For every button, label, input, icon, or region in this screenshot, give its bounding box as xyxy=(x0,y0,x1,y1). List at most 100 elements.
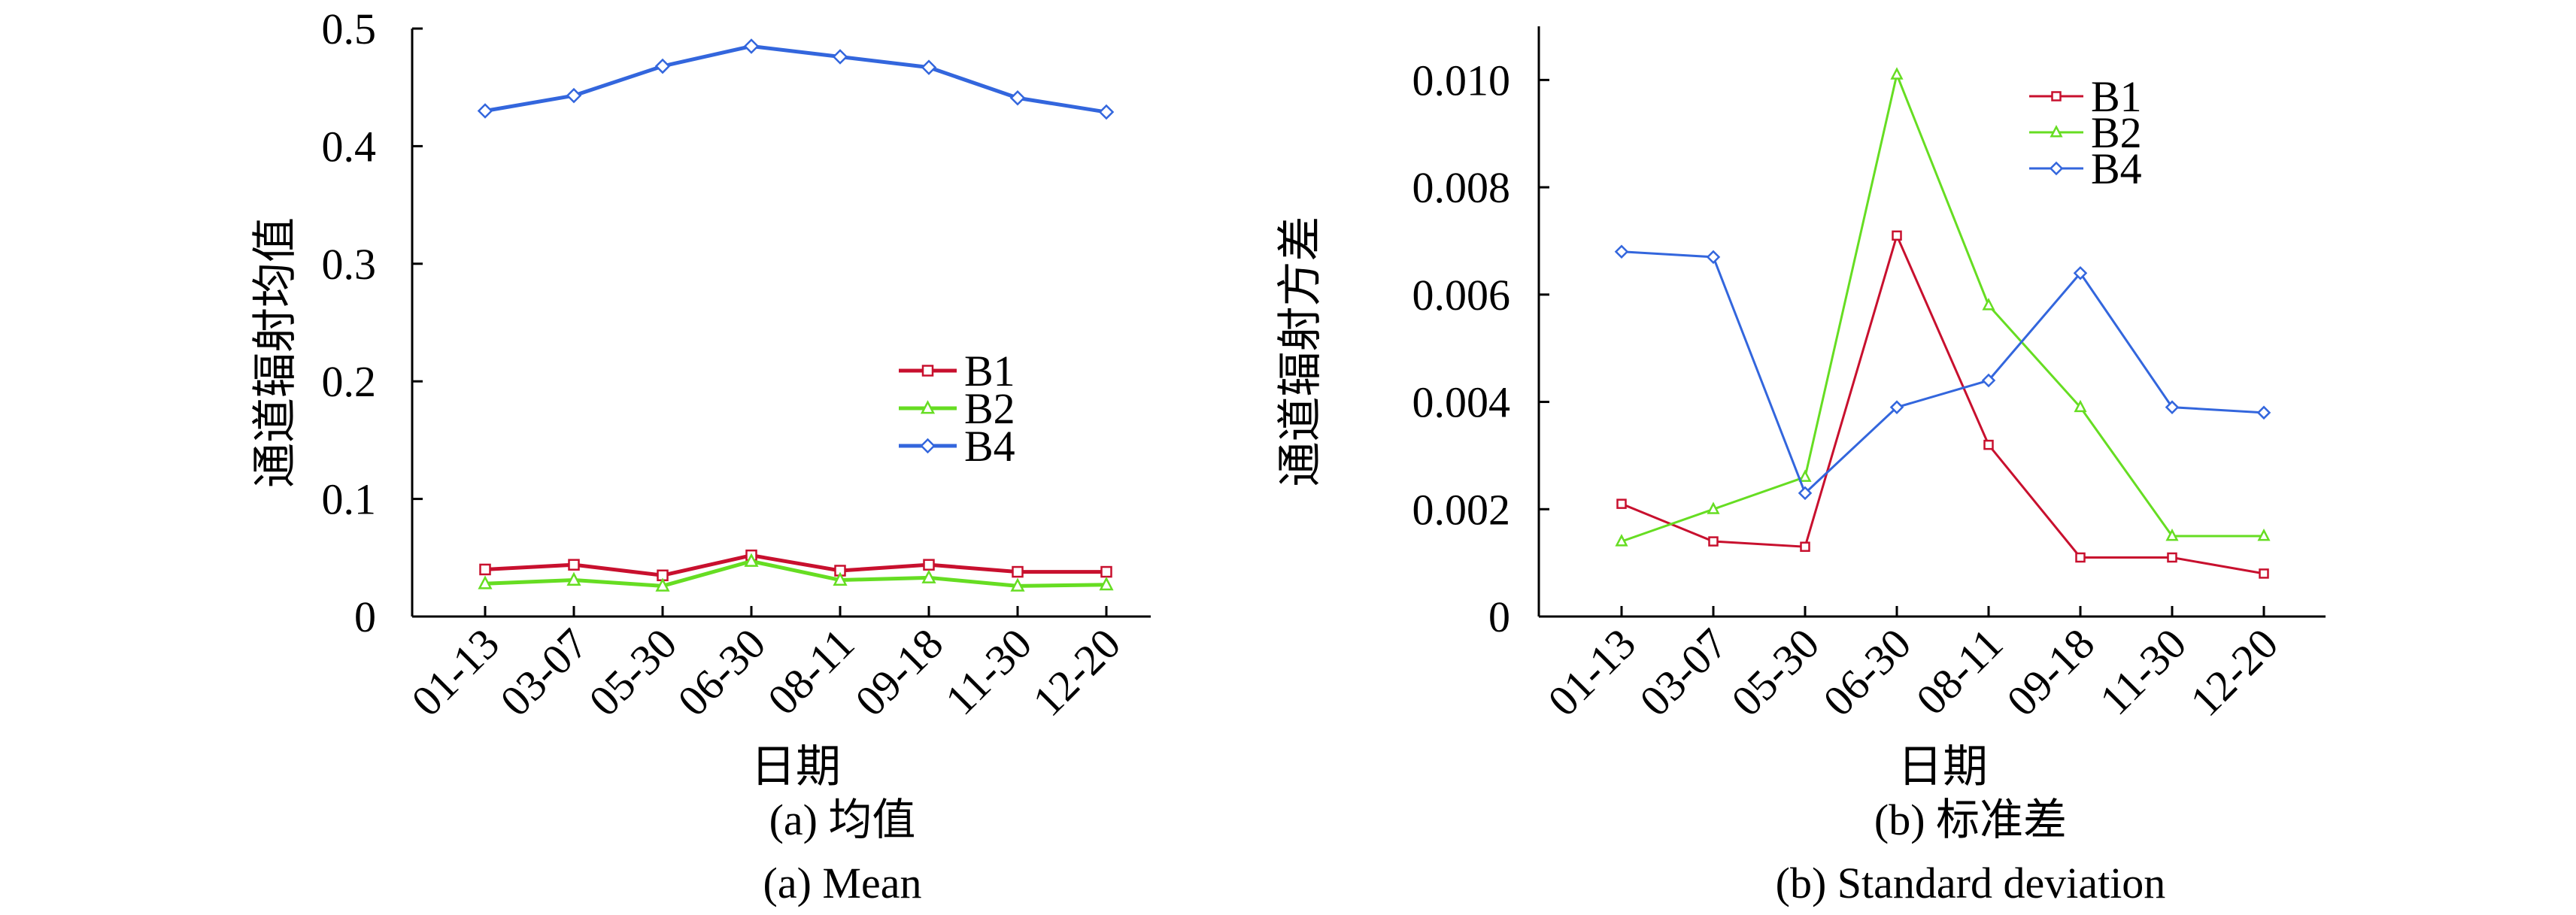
data-point-b1 xyxy=(1616,498,1627,509)
data-point-b4 xyxy=(566,87,582,104)
legend-marker-b4 xyxy=(920,438,936,454)
x-tick-label: 05-30 xyxy=(1722,619,1829,726)
y-axis-title: 通道辐射均值 xyxy=(250,217,300,488)
x-tick-label: 03-07 xyxy=(1631,619,1737,726)
x-tick-label: 09-18 xyxy=(1998,619,2104,726)
y-tick-label: 0 xyxy=(354,592,376,641)
data-point-b2 xyxy=(2165,529,2179,541)
data-point-b2 xyxy=(566,571,581,586)
legend-label-b2: B2 xyxy=(964,384,1015,433)
y-tick-label: 0.2 xyxy=(322,357,377,406)
data-point-b2 xyxy=(1099,576,1114,591)
series-line-b1 xyxy=(484,553,1106,577)
data-point-b4 xyxy=(1009,90,1026,106)
y-tick-label: 0.004 xyxy=(1412,378,1511,427)
data-point-b2 xyxy=(1890,67,1904,80)
legend-label-b4: B4 xyxy=(2091,144,2142,193)
data-point-b2 xyxy=(2257,529,2271,541)
series-line-b4 xyxy=(484,44,1107,114)
data-point-b4 xyxy=(1706,250,1721,265)
data-point-b1 xyxy=(1800,541,1810,552)
data-point-b1 xyxy=(2167,552,2177,563)
data-point-b2 xyxy=(1798,469,1812,482)
data-point-b2 xyxy=(2074,399,2087,413)
data-point-b4 xyxy=(1889,400,1904,414)
y-tick-label: 0 xyxy=(1488,592,1510,641)
data-point-b4 xyxy=(654,58,671,74)
legend-marker-b4 xyxy=(2049,161,2064,176)
data-point-b1 xyxy=(2075,552,2086,563)
caption-a-cn: (a) 均值 xyxy=(769,795,916,844)
data-point-b2 xyxy=(1010,577,1025,592)
data-point-b4 xyxy=(1614,244,1629,259)
data-point-b4 xyxy=(2256,405,2271,420)
data-point-b2 xyxy=(655,577,670,592)
data-point-b4 xyxy=(1098,104,1115,120)
legend-label-b4: B4 xyxy=(964,422,1015,471)
series-line-b2 xyxy=(1621,71,2264,543)
data-point-b4 xyxy=(477,103,493,119)
y-tick-label: 0.4 xyxy=(322,122,377,171)
y-axis-title: 通道辐射方差 xyxy=(1276,217,1325,487)
data-point-b4 xyxy=(2073,266,2088,280)
y-tick-label: 0.5 xyxy=(322,5,377,53)
series-line-b1 xyxy=(1621,232,2265,575)
data-point-b2 xyxy=(921,569,936,583)
x-axis-title: 日期 xyxy=(1898,742,1988,792)
legend-label-b1: B1 xyxy=(964,347,1015,395)
legend-marker-b1 xyxy=(2051,91,2062,101)
data-point-b4 xyxy=(832,49,848,65)
x-tick-label: 06-30 xyxy=(1814,619,1921,726)
legend-marker-b2 xyxy=(2050,125,2063,138)
series-b4 xyxy=(477,38,1115,120)
y-tick-label: 0.006 xyxy=(1412,271,1511,320)
series-b1 xyxy=(1616,230,2269,579)
data-point-b2 xyxy=(1982,298,1995,311)
data-point-b2 xyxy=(833,571,848,586)
data-point-b1 xyxy=(1708,536,1719,547)
x-axis-title: 日期 xyxy=(751,742,841,792)
x-tick-label: 01-13 xyxy=(1539,619,1646,726)
y-tick-label: 0.3 xyxy=(322,240,377,289)
x-tick-label: 11-30 xyxy=(2090,619,2195,724)
series-b2 xyxy=(1615,67,2271,547)
y-tick-label: 0.1 xyxy=(322,475,377,524)
legend-marker-b2 xyxy=(920,400,936,414)
series-b2 xyxy=(478,553,1114,592)
series-b4 xyxy=(1614,244,2271,501)
data-point-b4 xyxy=(921,59,937,75)
data-point-b4 xyxy=(2165,400,2180,414)
data-point-b1 xyxy=(2259,568,2269,579)
data-point-b4 xyxy=(1798,486,1813,501)
series-b1 xyxy=(479,549,1112,582)
caption-b-en: (b) Standard deviation xyxy=(1775,859,2166,907)
x-tick-label: 12-20 xyxy=(2181,619,2288,726)
data-point-b1 xyxy=(479,563,491,576)
data-point-b2 xyxy=(1615,534,1628,547)
data-point-b2 xyxy=(478,575,493,589)
series-line-b2 xyxy=(484,559,1107,588)
data-point-b2 xyxy=(744,553,759,567)
x-tick-label: 08-11 xyxy=(1907,619,2012,724)
legend-marker-b1 xyxy=(921,365,934,377)
caption-b-cn: (b) 标准差 xyxy=(1874,795,2068,844)
data-point-b2 xyxy=(1707,501,1720,514)
data-point-b1 xyxy=(1983,439,1994,450)
y-tick-label: 0.010 xyxy=(1412,56,1511,105)
data-point-b4 xyxy=(743,38,760,54)
legend-label-b1: B1 xyxy=(2091,72,2142,121)
data-point-b1 xyxy=(568,559,580,571)
data-point-b1 xyxy=(1892,230,1902,241)
series-line-b4 xyxy=(1621,250,2265,495)
data-point-b4 xyxy=(1981,373,1996,388)
y-tick-label: 0.002 xyxy=(1412,485,1511,534)
y-tick-label: 0.008 xyxy=(1412,163,1511,212)
data-point-b1 xyxy=(1012,565,1024,578)
caption-a-en: (a) Mean xyxy=(763,859,922,907)
legend-label-b2: B2 xyxy=(2091,108,2142,157)
